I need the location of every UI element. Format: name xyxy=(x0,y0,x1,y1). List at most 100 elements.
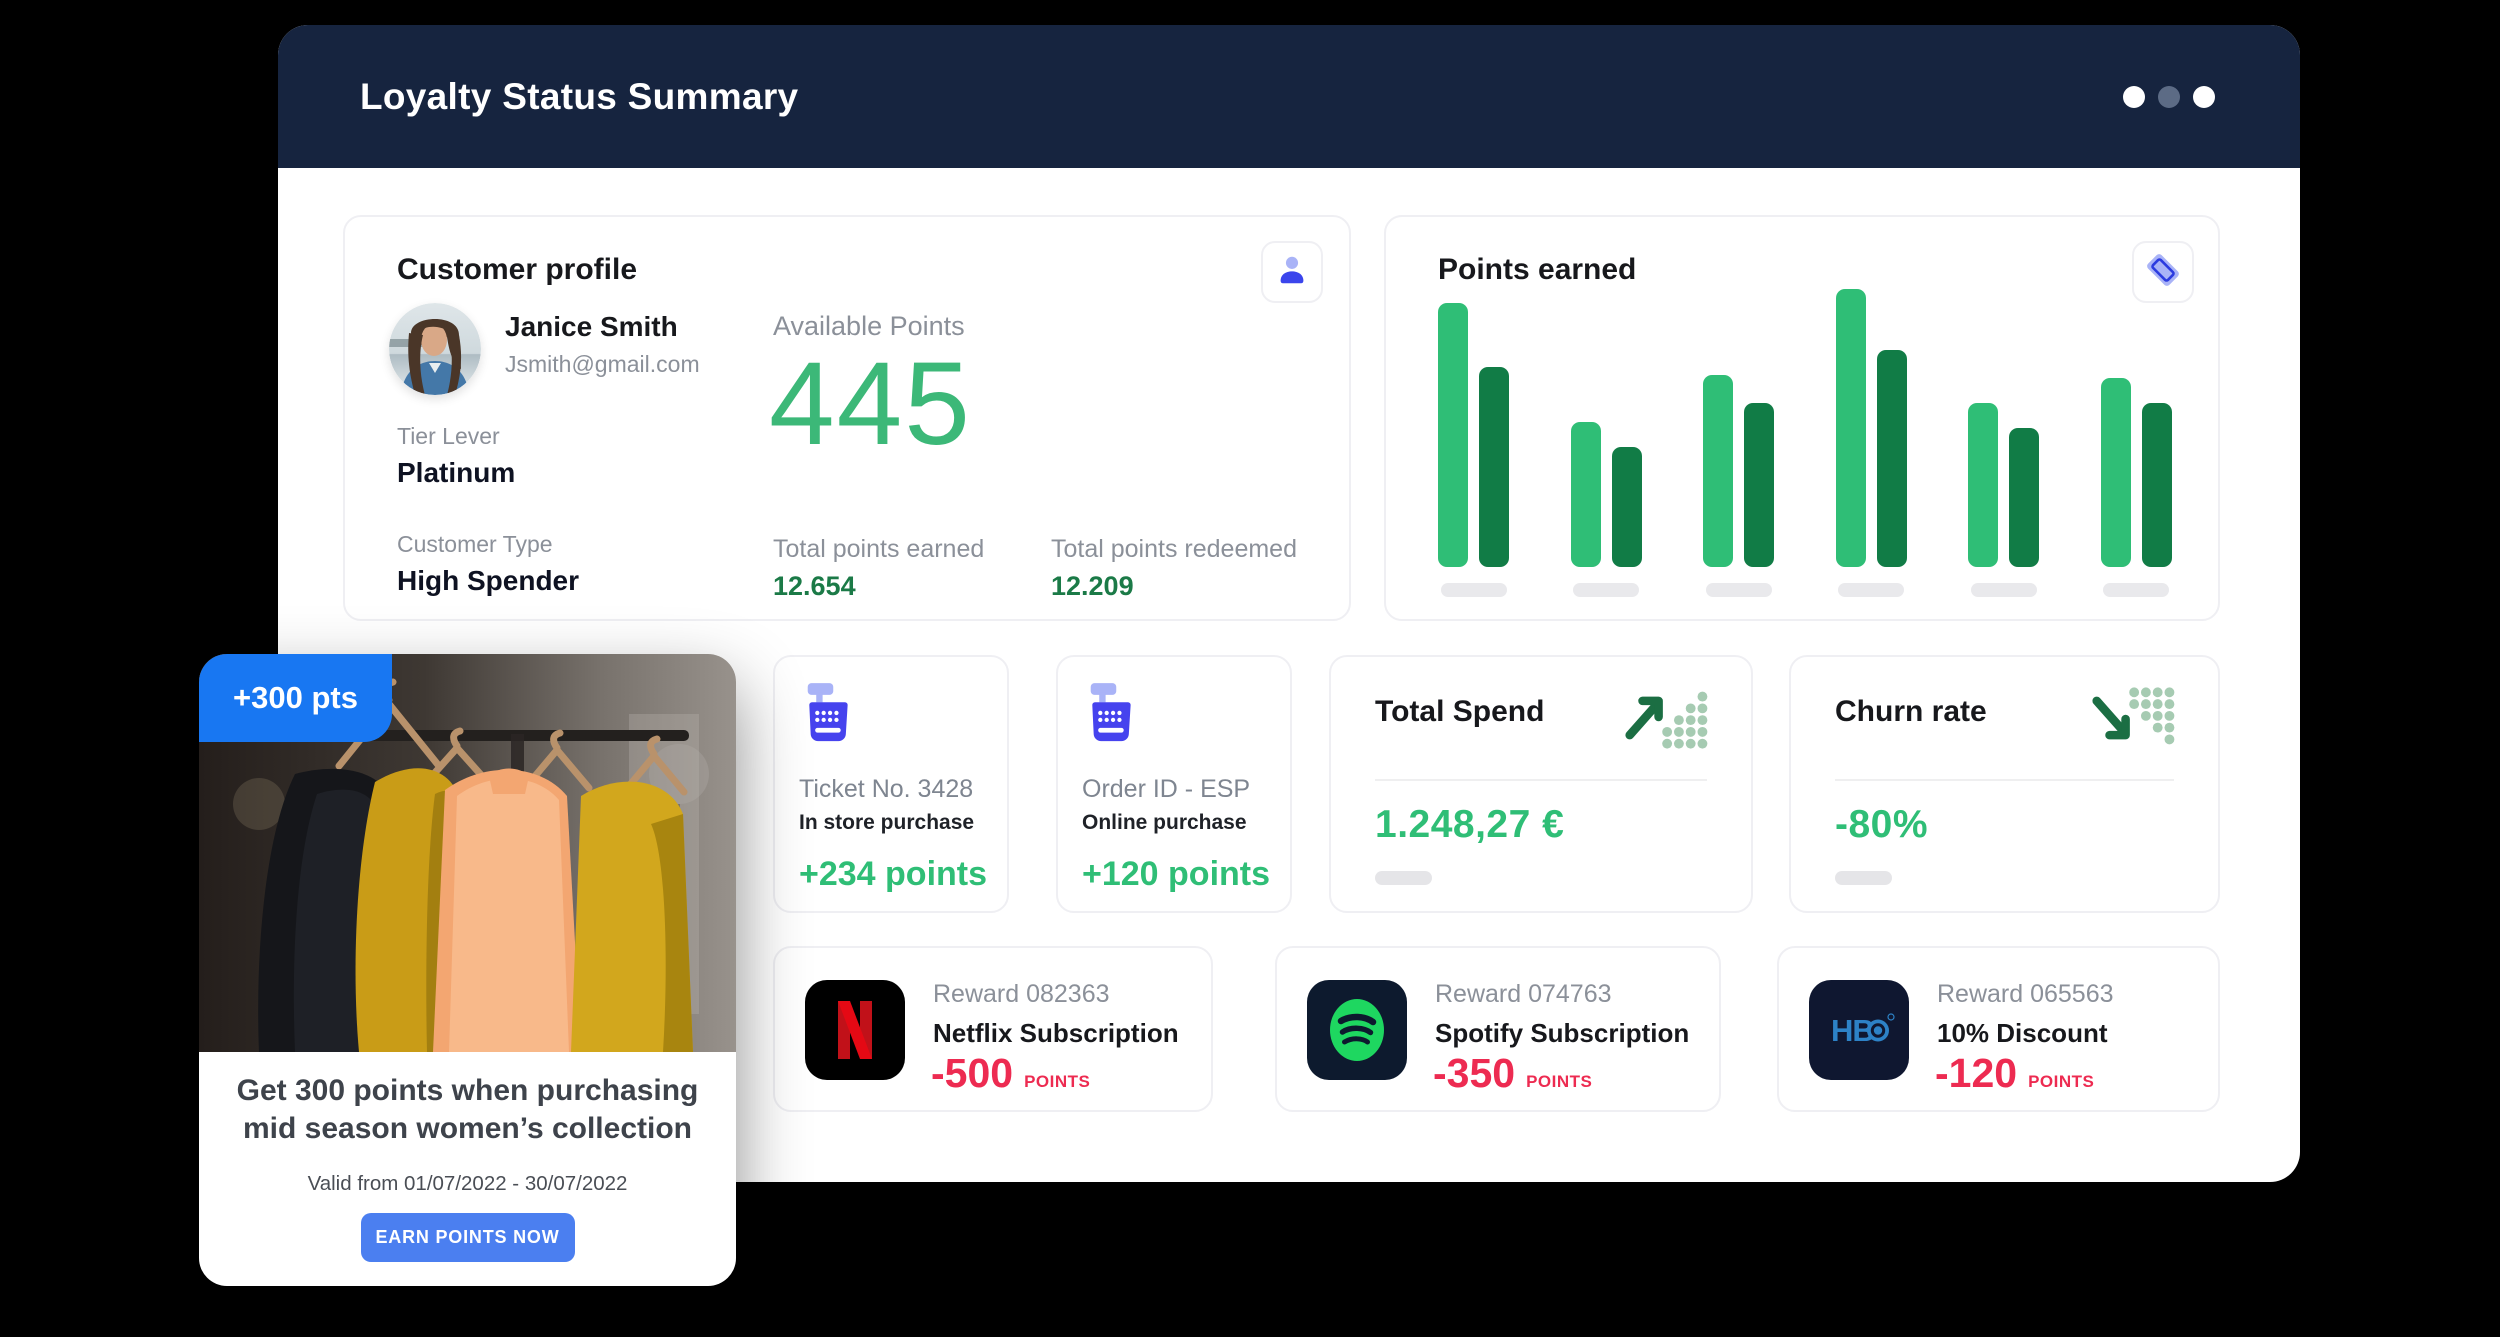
customer-profile-title: Customer profile xyxy=(397,253,638,286)
transaction-type: Online purchase xyxy=(1082,811,1247,834)
hbo-logo-icon: HB xyxy=(1809,980,1909,1080)
churn-rate-title: Churn rate xyxy=(1835,695,1987,728)
window-controls xyxy=(2123,85,2215,108)
tier-value: Platinum xyxy=(397,457,516,488)
cash-register-icon xyxy=(799,681,859,752)
profile-icon-button[interactable] xyxy=(1261,241,1323,303)
promo-points-badge: +300 pts xyxy=(199,654,392,742)
bar-earned xyxy=(1835,289,1866,567)
churn-rate-card: Churn rate -80% xyxy=(1789,655,2220,913)
customer-avatar xyxy=(389,303,481,395)
bar-group xyxy=(1438,289,1509,597)
cash-register-icon xyxy=(1082,681,1142,752)
reward-points-suffix: POINTS xyxy=(1526,1072,1593,1091)
x-tick-placeholder xyxy=(1705,583,1772,597)
bar-redeemed xyxy=(1611,447,1642,567)
churn-rate-value: -80% xyxy=(1835,803,1929,846)
customer-profile-card: Customer profile xyxy=(343,215,1351,621)
bar-redeemed xyxy=(1479,367,1509,567)
reward-points: -350 xyxy=(1433,1050,1516,1096)
reward-id: Reward 074763 xyxy=(1435,980,1612,1008)
earn-points-button[interactable]: EARN POINTS NOW xyxy=(360,1213,575,1262)
total-spend-card: Total Spend 1.248,27 € xyxy=(1329,655,1753,913)
transaction-id: Order ID - ESP xyxy=(1082,775,1251,803)
bar-group xyxy=(2100,289,2172,597)
reward-points: -120 xyxy=(1935,1050,2018,1096)
reward-name: Spotify Subscription xyxy=(1435,1018,1690,1048)
reward-id: Reward 065563 xyxy=(1937,980,2114,1008)
customer-email: Jsmith@gmail.com xyxy=(505,351,700,377)
promo-badge-label: +300 pts xyxy=(233,680,358,715)
trend-down-icon xyxy=(2086,679,2178,762)
x-tick-placeholder xyxy=(1573,583,1640,597)
netflix-logo-icon xyxy=(805,980,905,1080)
reward-name: Netflix Subscription xyxy=(933,1018,1179,1048)
total-earned-label: Total points earned xyxy=(773,535,985,563)
transaction-card-instore: Ticket No. 3428 In store purchase +234 p… xyxy=(773,655,1009,913)
reward-card-netflix[interactable]: Reward 082363 Netflix Subscription -500 … xyxy=(773,946,1213,1112)
x-tick-placeholder xyxy=(1838,583,1905,597)
reward-points-row: -350 POINTS xyxy=(1433,1050,1592,1097)
customer-type-value: High Spender xyxy=(397,565,580,596)
total-redeemed-value: 12.209 xyxy=(1051,571,1134,601)
transaction-id: Ticket No. 3428 xyxy=(799,775,974,803)
bar-redeemed xyxy=(2009,428,2040,567)
customer-type-label: Customer Type xyxy=(397,531,553,557)
bar-group xyxy=(1968,289,2040,597)
transaction-points: +234 points xyxy=(799,855,988,893)
total-spend-value: 1.248,27 € xyxy=(1375,803,1565,846)
bar-earned xyxy=(1703,375,1734,567)
reward-points-suffix: POINTS xyxy=(1024,1072,1091,1091)
reward-points-row: -120 POINTS xyxy=(1935,1050,2094,1097)
bar-group xyxy=(1570,289,1642,597)
available-points-label: Available Points xyxy=(773,311,965,341)
person-icon xyxy=(1273,251,1311,294)
reward-name: 10% Discount xyxy=(1937,1018,2108,1048)
ticket-icon-button[interactable] xyxy=(2132,241,2194,303)
transaction-card-online: Order ID - ESP Online purchase +120 poin… xyxy=(1056,655,1292,913)
promo-validity: Valid from 01/07/2022 - 30/07/2022 xyxy=(307,1172,628,1195)
window-dot[interactable] xyxy=(2158,85,2180,108)
tier-label: Tier Lever xyxy=(397,423,500,449)
window-titlebar: Loyalty Status Summary xyxy=(278,25,2300,168)
bar-earned xyxy=(1438,303,1468,567)
reward-card-hbo[interactable]: HB Reward 065563 10% Discount -120 POINT… xyxy=(1777,946,2220,1112)
divider xyxy=(1375,779,1707,781)
reward-card-spotify[interactable]: Reward 074763 Spotify Subscription -350 … xyxy=(1275,946,1721,1112)
points-earned-title: Points earned xyxy=(1438,253,1637,286)
window-dot[interactable] xyxy=(2123,85,2145,108)
bar-group xyxy=(1835,289,1907,597)
bar-redeemed xyxy=(2141,403,2172,567)
x-tick-placeholder xyxy=(2103,583,2170,597)
bar-earned xyxy=(1968,403,1999,567)
reward-points: -500 xyxy=(931,1050,1014,1096)
window-dot[interactable] xyxy=(2193,85,2215,108)
transaction-type: In store purchase xyxy=(799,811,975,834)
available-points-value: 445 xyxy=(769,338,972,470)
x-tick-placeholder xyxy=(1440,583,1507,597)
total-spend-title: Total Spend xyxy=(1375,695,1545,728)
bar-earned xyxy=(1570,422,1601,567)
points-earned-card: Points earned xyxy=(1384,215,2220,621)
trend-up-icon xyxy=(1619,679,1711,762)
promo-photo xyxy=(199,654,736,1052)
reward-points-row: -500 POINTS xyxy=(931,1050,1090,1097)
window-title: Loyalty Status Summary xyxy=(360,75,799,117)
bar-redeemed xyxy=(1744,403,1775,567)
total-redeemed-label: Total points redeemed xyxy=(1051,535,1297,563)
reward-id: Reward 082363 xyxy=(933,980,1110,1008)
ticket-icon xyxy=(2143,250,2183,295)
transaction-points: +120 points xyxy=(1082,855,1271,893)
bar-earned xyxy=(2100,378,2131,567)
bar-group xyxy=(1703,289,1775,597)
promo-headline: Get 300 points when purchasing mid seaso… xyxy=(236,1074,699,1146)
x-tick-placeholder xyxy=(1970,583,2037,597)
bar-redeemed xyxy=(1876,350,1907,567)
reward-points-suffix: POINTS xyxy=(2028,1072,2095,1091)
spotify-logo-icon xyxy=(1307,980,1407,1080)
total-earned-value: 12.654 xyxy=(773,571,856,601)
bar-chart xyxy=(1438,289,2172,597)
promo-card: +300 pts Get 300 points when purchasing … xyxy=(199,654,736,1286)
placeholder-pill xyxy=(1375,871,1432,885)
